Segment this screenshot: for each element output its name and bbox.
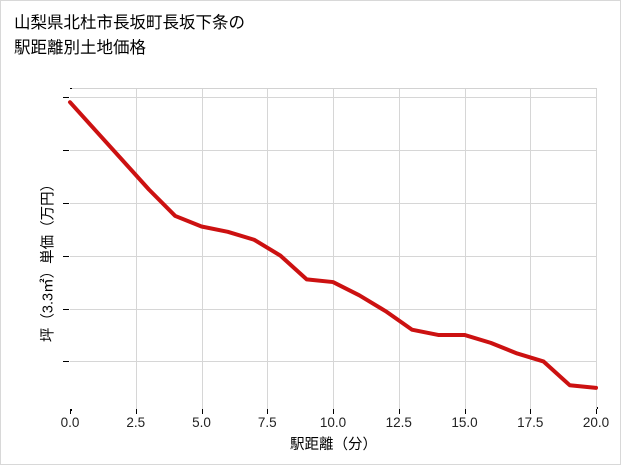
x-tick-mark: [465, 409, 466, 414]
x-tick-mark: [333, 409, 334, 414]
data-line-svg: [68, 100, 598, 390]
plot-area: [68, 89, 598, 409]
y-tick-mark: [63, 97, 69, 98]
x-tick-mark: [70, 409, 71, 414]
x-tick-label: 17.5: [517, 415, 544, 430]
gridline-vertical: [202, 89, 203, 409]
y-axis-title: 坪（3.3㎡）単価（万円）: [40, 176, 57, 343]
x-tick-label: 7.5: [257, 415, 277, 430]
x-tick-mark: [202, 409, 203, 414]
y-tick-mark: [63, 256, 69, 257]
gridline-vertical: [399, 89, 400, 409]
x-tick-mark: [267, 409, 268, 414]
price-line-series: [68, 100, 598, 390]
x-tick-mark: [596, 409, 597, 414]
x-tick-mark: [530, 409, 531, 414]
gridline-vertical: [530, 89, 531, 409]
x-tick-label: 15.0: [451, 415, 478, 430]
gridline-vertical: [596, 89, 597, 409]
chart-title: 山梨県北杜市長坂町長坂下条の 駅距離別土地価格: [14, 14, 245, 57]
x-tick-label: 20.0: [582, 415, 610, 430]
x-tick-label: 2.5: [126, 415, 146, 430]
plot-top-spine: [70, 88, 597, 89]
y-tick-mark: [63, 203, 69, 204]
x-tick-label: 5.0: [192, 415, 211, 430]
x-tick-label: 12.5: [385, 415, 412, 430]
y-tick-mark: [63, 150, 69, 151]
x-axis-title: 駅距離（分）: [290, 437, 377, 453]
y-tick-mark: [63, 309, 69, 310]
x-tick-mark: [399, 409, 400, 414]
gridline-vertical: [465, 89, 466, 409]
x-tick-label: 10.0: [319, 415, 347, 430]
x-tick-label: 0.0: [60, 415, 80, 430]
x-tick-mark: [136, 409, 137, 414]
gridline-vertical: [136, 89, 137, 409]
gridline-vertical: [333, 89, 334, 409]
y-tick-mark: [63, 361, 69, 362]
